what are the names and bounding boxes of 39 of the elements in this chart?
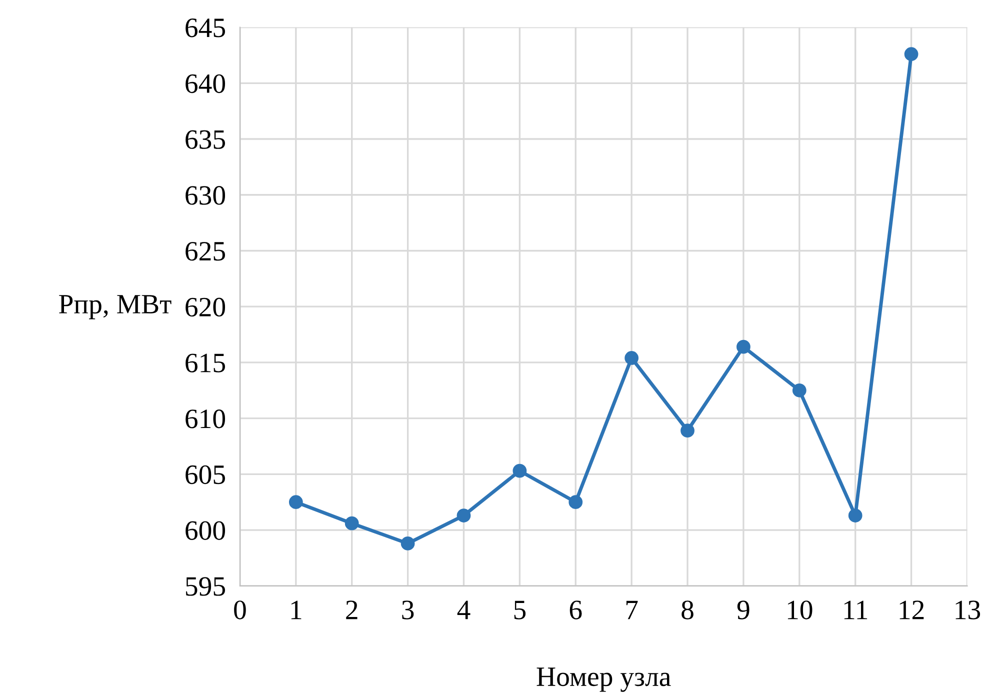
x-tick-label: 2: [346, 600, 358, 620]
y-tick-label: 630: [186, 186, 226, 205]
x-tick-label: 12: [900, 600, 924, 620]
point: [736, 340, 750, 354]
point: [400, 536, 415, 550]
point: [904, 47, 918, 62]
point: [624, 351, 639, 365]
point: [848, 508, 862, 522]
point: [344, 516, 359, 530]
point: [456, 508, 471, 522]
y-tick-label: 645: [186, 18, 225, 38]
y-tick-label: 620: [186, 298, 226, 317]
y-tick-label: 605: [186, 465, 225, 484]
x-tick-label: 10: [788, 600, 812, 620]
y-axis-title: Pпр, МВт: [59, 295, 172, 320]
point: [568, 495, 583, 510]
x-axis-title: Номер узла: [536, 668, 671, 692]
y-tick-label: 600: [186, 521, 226, 540]
x-tick-label: 7: [626, 600, 638, 620]
x-tick-label: 4: [457, 600, 470, 620]
point: [680, 424, 694, 438]
x-tick-label: 9: [737, 600, 750, 620]
y-tick-label: 625: [186, 242, 225, 261]
y-tick-label: 610: [186, 409, 226, 428]
y-tick-label: 635: [186, 130, 225, 149]
y-tick-label: 595: [186, 577, 225, 596]
point: [792, 383, 806, 398]
point: [288, 495, 303, 510]
x-tick-label: 1: [291, 600, 302, 620]
x-tick-label: 0: [234, 600, 246, 620]
x-tick-label: 5: [514, 600, 526, 620]
x-tick-label: 6: [570, 600, 582, 620]
x-tick-label: 11: [844, 600, 868, 620]
point: [512, 464, 527, 478]
y-tick-label: 615: [186, 354, 225, 372]
x-tick-label: 8: [682, 600, 694, 620]
y-tick-label: 640: [186, 74, 226, 94]
x-tick-label: 3: [402, 600, 414, 620]
x-tick-label: 13: [956, 600, 980, 620]
